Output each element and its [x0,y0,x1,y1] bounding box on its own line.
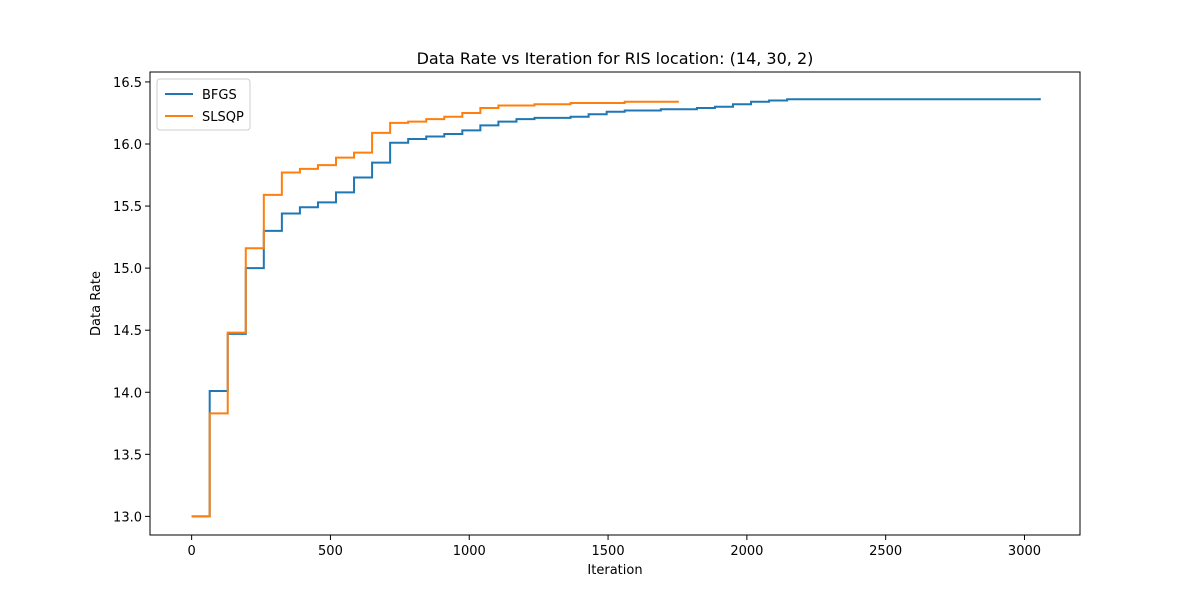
series-line-bfgs [191,98,1041,518]
x-tick-label: 3000 [1008,544,1041,559]
legend: BFGS SLSQP [156,78,251,131]
x-tick-label: 2500 [869,544,902,559]
y-tick-label: 13.5 [113,448,142,463]
legend-label-slsqp: SLSQP [202,110,244,125]
x-tick-label: 0 [188,544,196,559]
x-tick-label: 2000 [730,544,763,559]
plot-area [191,98,1041,518]
y-tick-label: 15.5 [113,200,142,215]
y-tick-label: 16.5 [113,76,142,91]
axes: 0 500 1000 1500 2000 2500 3000 13.0 13.5 14.0 14.5… [113,71,1081,559]
chart-title: Data Rate vs Iteration for RIS location:… [417,49,814,68]
x-tick-label: 1500 [592,544,625,559]
y-tick-label: 14.5 [113,324,142,339]
x-axis-label: Iteration [587,563,642,578]
axes-frame [149,71,1081,536]
y-tick-label: 13.0 [113,510,142,525]
x-tick-label: 1000 [453,544,486,559]
y-tick-label: 15.0 [113,262,142,277]
y-tick-label: 14.0 [113,386,142,401]
legend-label-bfgs: BFGS [202,88,237,103]
x-tick-label: 500 [318,544,343,559]
series-line-slsqp [191,100,679,518]
y-axis-label: Data Rate [89,271,104,336]
legend-box [156,78,251,131]
y-tick-label: 16.0 [113,138,142,153]
